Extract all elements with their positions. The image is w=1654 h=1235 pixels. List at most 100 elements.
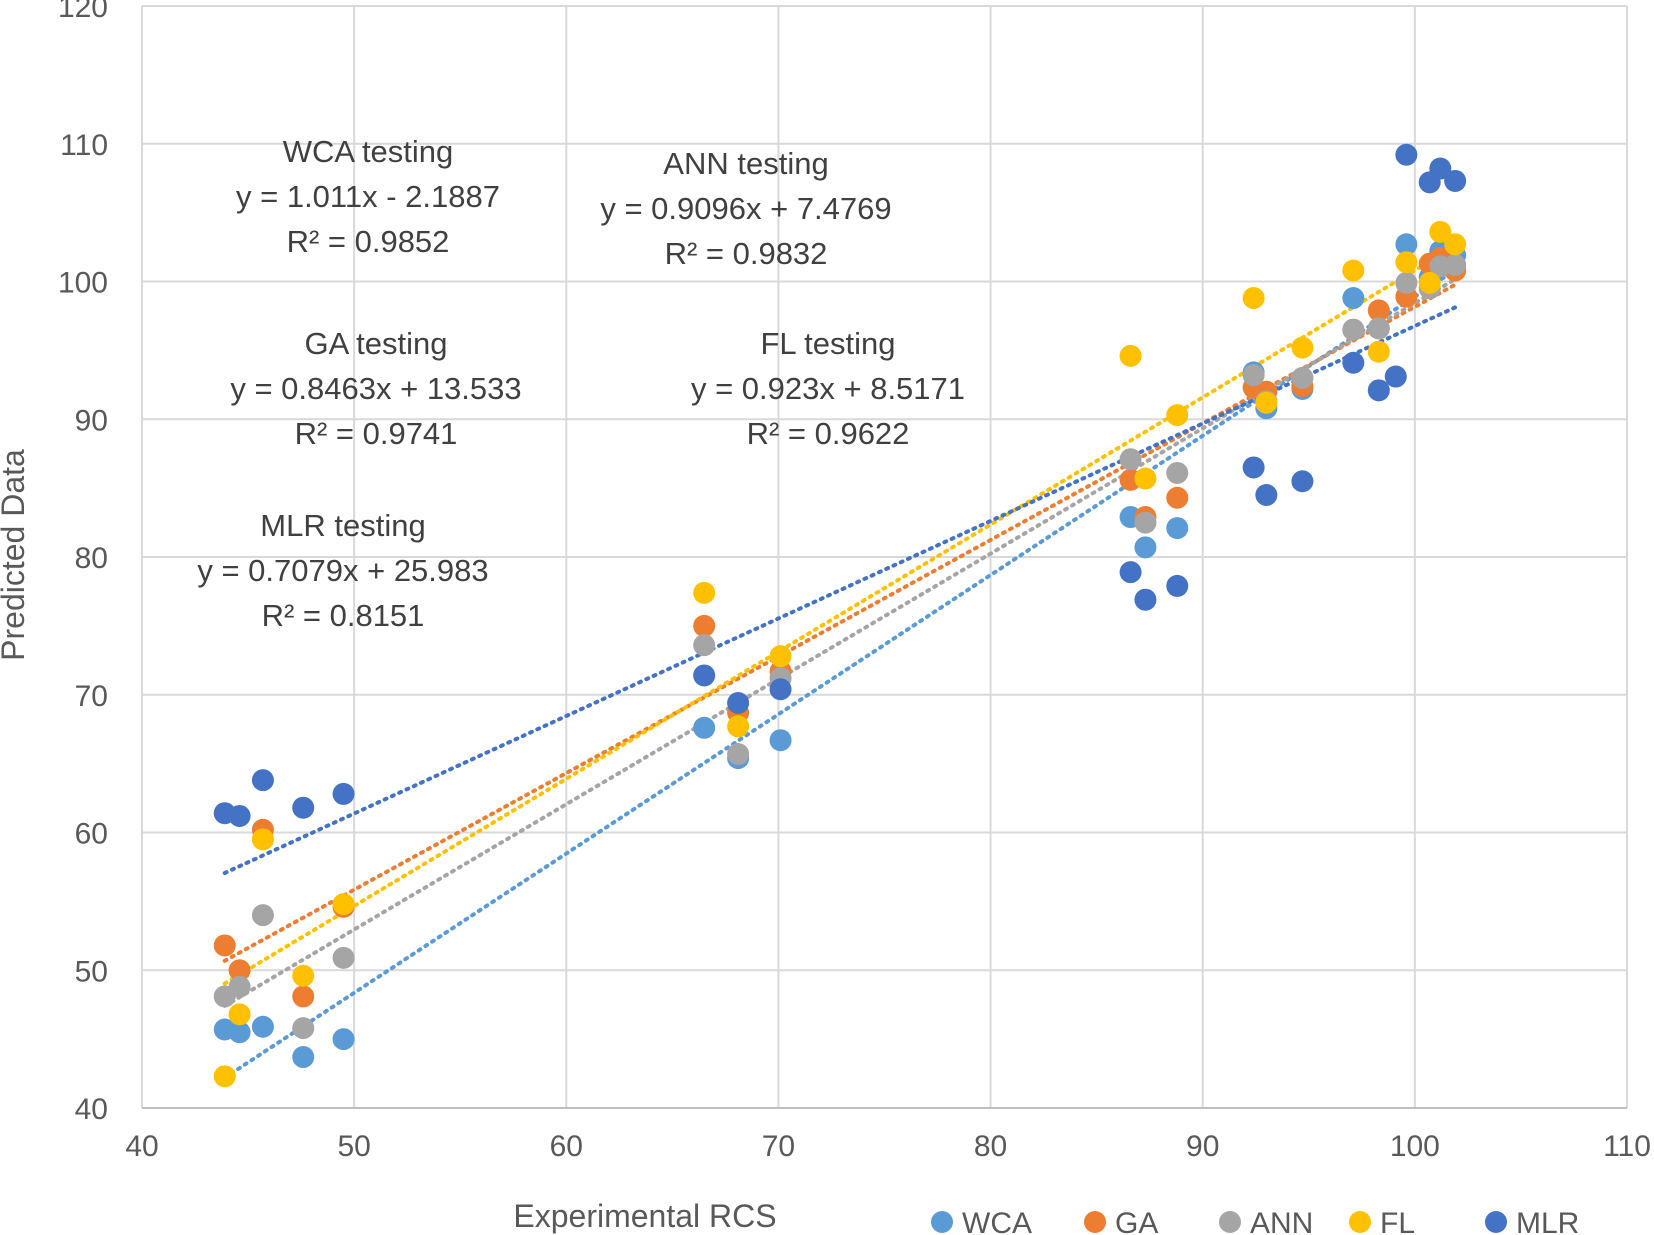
point-ann [1342,318,1365,341]
point-fl [1242,287,1265,310]
annotation-fl: FL testing y = 0.923x + 8.5171 R² = 0.9622 [691,326,965,451]
point-mlr [1429,157,1452,180]
x-tick-label: 40 [125,1130,158,1163]
legend-label: FL [1380,1207,1415,1235]
point-mlr [1166,574,1189,597]
x-tick-label: 60 [550,1130,583,1163]
grid [141,5,1628,1109]
annotations: WCA testing y = 1.011x - 2.1887 R² = 0.985… [197,134,965,633]
legend-item-wca[interactable]: WCA [931,1207,1032,1235]
legend-marker [931,1211,953,1233]
point-fl [1342,259,1365,282]
point-ga [1367,299,1390,322]
point-wca [228,1021,251,1044]
annotation-line: ANN testing [663,146,828,181]
point-fl [693,581,716,604]
point-mlr [228,804,251,827]
point-mlr [332,782,355,805]
annotation-line: y = 0.9096x + 7.4769 [600,191,891,226]
point-ann [251,904,274,927]
point-ann [1119,448,1142,471]
point-ann [1367,317,1390,340]
point-fl [1291,336,1314,359]
point-wca [693,716,716,739]
point-ann [1291,366,1314,389]
point-mlr [769,678,792,701]
point-fl [1395,251,1418,274]
x-tick-label: 50 [337,1130,370,1163]
annotation-wca: WCA testing y = 1.011x - 2.1887 R² = 0.985… [236,134,500,259]
point-wca [332,1028,355,1051]
y-tick-label: 60 [75,818,108,851]
legend-label: ANN [1250,1207,1313,1235]
annotation-line: R² = 0.9852 [287,224,450,259]
point-mlr [292,796,315,819]
point-fl [1444,233,1467,256]
point-fl [1119,344,1142,367]
point-mlr [251,769,274,792]
annotation-line: y = 1.011x - 2.1887 [236,179,500,214]
legend-marker [1485,1211,1507,1233]
legend-label: GA [1115,1207,1158,1235]
point-mlr [693,664,716,687]
annotation-ga: GA testing y = 0.8463x + 13.533 R² = 0.974… [230,326,521,451]
x-tick-label: 100 [1390,1130,1440,1163]
legend-item-mlr[interactable]: MLR [1485,1207,1579,1235]
point-ann [292,1017,315,1040]
point-mlr [1367,379,1390,402]
annotation-line: y = 0.923x + 8.5171 [691,371,965,406]
point-fl [1418,271,1441,294]
annotation-line: R² = 0.8151 [262,598,425,633]
point-mlr [1291,470,1314,493]
y-tick-label: 100 [58,267,108,300]
x-tick-label: 90 [1186,1130,1219,1163]
legend: WCA GA ANN FL MLR [931,1207,1579,1235]
data-points [213,143,1467,1088]
x-tick-label: 70 [762,1130,795,1163]
point-mlr [1342,351,1365,374]
point-wca [1342,287,1365,310]
point-ann [727,742,750,765]
point-mlr [1444,169,1467,192]
point-ann [1134,511,1157,534]
annotation-line: R² = 0.9832 [665,236,828,271]
annotation-line: GA testing [304,326,447,361]
point-wca [292,1046,315,1069]
legend-item-ga[interactable]: GA [1084,1207,1158,1235]
point-mlr [1242,456,1265,479]
point-ga [292,985,315,1008]
point-fl [727,715,750,738]
legend-item-ann[interactable]: ANN [1219,1207,1313,1235]
legend-label: WCA [962,1207,1032,1235]
annotation-line: MLR testing [260,508,425,543]
point-fl [251,828,274,851]
point-fl [332,893,355,916]
point-ga [213,934,236,957]
x-tick-label: 80 [974,1130,1007,1163]
point-ann [332,946,355,969]
y-tick-label: 120 [58,0,108,24]
point-fl [292,964,315,987]
tick-labels: 40 50 60 70 80 90 100 110 40 50 60 70 80 90 100 110 120 [58,0,1651,1163]
point-ann [228,975,251,998]
annotation-ann: ANN testing y = 0.9096x + 7.4769 R² = 0.98… [600,146,891,271]
point-ga [228,959,251,982]
point-wca [1134,536,1157,559]
y-tick-label: 50 [75,955,108,988]
point-wca [1166,517,1189,540]
point-fl [213,1065,236,1088]
annotation-line: y = 0.8463x + 13.533 [230,371,521,406]
y-tick-label: 70 [75,680,108,713]
point-mlr [1134,588,1157,611]
point-ann [1242,364,1265,387]
legend-marker [1219,1211,1241,1233]
point-mlr [1119,561,1142,584]
point-fl [228,1003,251,1026]
annotation-line: WCA testing [283,134,454,169]
point-wca [251,1015,274,1038]
legend-item-fl[interactable]: FL [1349,1207,1415,1235]
point-wca [769,729,792,752]
point-mlr [727,692,750,715]
